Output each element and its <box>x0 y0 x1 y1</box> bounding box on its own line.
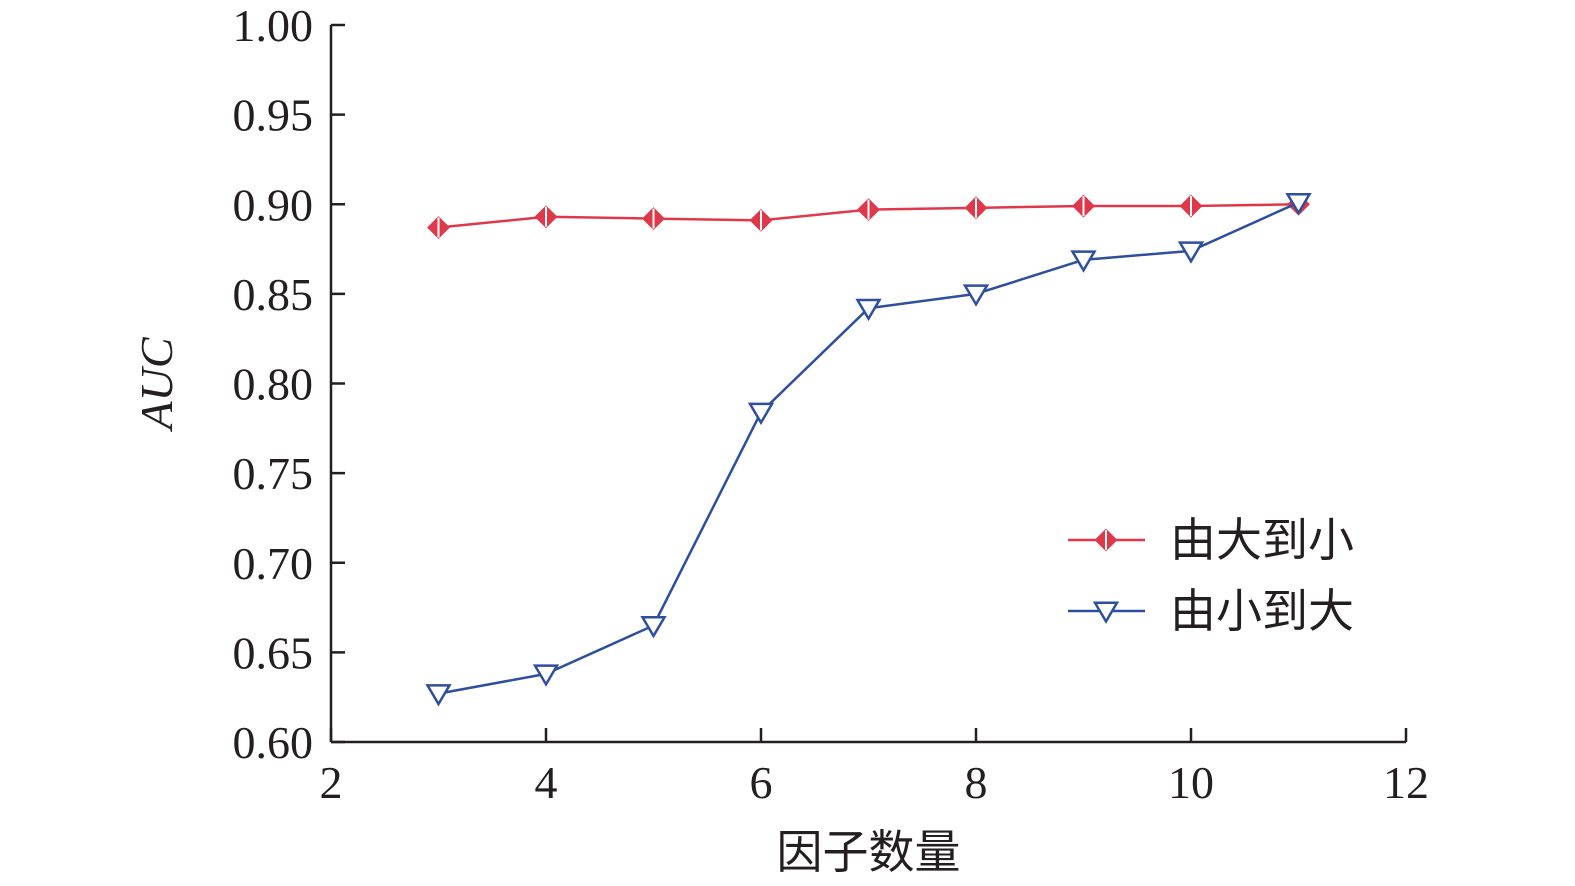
data-point-marker <box>1285 192 1312 216</box>
legend-item: 由大到小 <box>1068 515 1354 566</box>
series-1 <box>427 192 1310 239</box>
x-tick-label: 2 <box>320 757 343 808</box>
y-tick-label: 0.90 <box>233 179 314 230</box>
series-2 <box>425 192 1312 707</box>
data-point-marker <box>855 298 882 322</box>
data-point-marker <box>1092 601 1120 624</box>
x-tick-label: 10 <box>1168 757 1214 808</box>
series-layer <box>425 192 1312 707</box>
y-tick-label: 0.60 <box>233 717 314 768</box>
y-tick-label: 0.75 <box>233 448 314 499</box>
data-point-marker <box>962 284 990 307</box>
y-tick-label: 0.85 <box>233 269 314 320</box>
data-point-marker <box>747 402 775 426</box>
legend-label: 由大到小 <box>1170 515 1354 566</box>
data-point-marker <box>532 664 560 687</box>
data-point-marker <box>1070 250 1097 273</box>
y-axis-title: AUC <box>131 336 182 432</box>
x-tick-label: 6 <box>750 757 773 808</box>
y-tick-label: 1.00 <box>233 0 314 51</box>
y-tick-label: 0.70 <box>233 538 314 589</box>
x-tick-label: 4 <box>535 757 558 808</box>
x-tick-label: 12 <box>1383 757 1429 808</box>
legend-item: 由小到大 <box>1068 586 1354 637</box>
y-tick-label: 0.65 <box>233 627 314 678</box>
y-tick-label: 0.80 <box>233 359 314 410</box>
x-tick-label: 8 <box>965 757 988 808</box>
y-axis-ticks: 0.60 0.65 0.70 0.75 0.80 0.85 0.90 0.95 1.00 <box>233 0 345 768</box>
legend-label: 由小到大 <box>1170 586 1354 637</box>
x-axis-ticks: 2 4 6 8 10 12 <box>320 728 1429 808</box>
x-axis-title: 因子数量 <box>777 827 961 878</box>
data-point-marker <box>425 684 452 707</box>
y-tick-label: 0.95 <box>233 90 314 141</box>
data-point-marker <box>640 615 667 639</box>
data-point-marker <box>1177 241 1205 264</box>
